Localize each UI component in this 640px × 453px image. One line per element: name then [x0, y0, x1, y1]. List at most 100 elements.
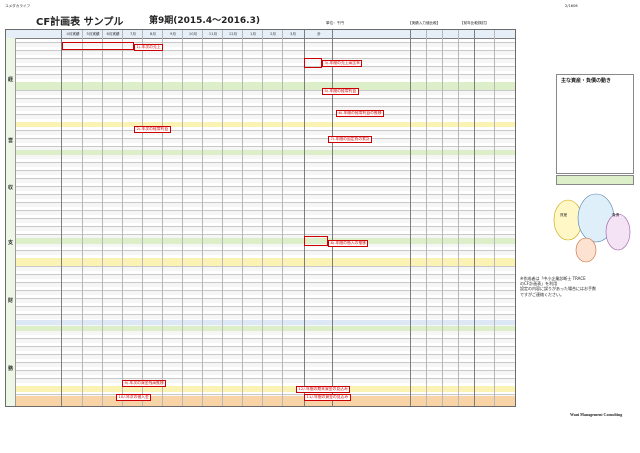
company-label: ユメダカライフ: [5, 4, 31, 8]
fiscal-period: 第9期(2015.4～2016.3): [149, 16, 260, 26]
table-row: [6, 314, 515, 319]
table-row: [6, 354, 515, 359]
section-label: 営: [6, 120, 16, 160]
table-row: [6, 210, 515, 215]
subtotal-band: [6, 82, 515, 90]
panel-title: 主な資産・負債の動き: [561, 78, 612, 84]
note-line: 設定の内容に誤りがあった場合にはお手数: [520, 286, 596, 292]
callout-note: 5/-年間の経常利益: [322, 88, 359, 95]
month-header-7: 10月: [188, 32, 198, 36]
table-row: [6, 66, 515, 71]
table-row: [6, 178, 515, 183]
table-row: [6, 50, 515, 55]
table-row: [6, 362, 515, 367]
notes-block: ※作成者は「中小企業診断士 TRACE のCF計画表」を利用 設定の内容に誤りが…: [520, 276, 596, 297]
table-row: [6, 194, 515, 199]
table-row: [6, 290, 515, 295]
table-row: [6, 162, 515, 167]
month-header-10: 1月: [250, 32, 256, 36]
table-row: [6, 346, 515, 351]
section-label: 務: [6, 330, 16, 406]
table-row: [6, 298, 515, 303]
section-label: 支: [6, 215, 16, 270]
subtotal-band: [6, 238, 515, 244]
month-header-9: 12月: [228, 32, 238, 36]
month-header-6: 9月: [170, 32, 176, 36]
table-row: [6, 306, 515, 311]
asset-liability-panel: 主な資産・負債の動き: [556, 74, 634, 174]
callout-note: 10/-年次の借入金: [116, 394, 152, 401]
note-line: ※作成者は「中小企業診断士 TRACE: [520, 276, 586, 281]
month-header-4: 7月: [130, 32, 136, 36]
section-label: 財: [6, 270, 16, 330]
callout-note: 3/-年間の売上高比率: [322, 60, 363, 67]
month-header-1: 4月実績: [66, 32, 80, 36]
actual-plan-block-label: 【実績入力値比較】: [408, 21, 441, 25]
table-row: [6, 218, 515, 223]
month-header-12: 3月: [290, 32, 296, 36]
month-header-5: 8月: [150, 32, 156, 36]
table-row: [6, 74, 515, 79]
table-row: [6, 370, 515, 375]
callout-note: 12/-年間の期末資金の見込み: [296, 386, 351, 393]
highlight-frame: [304, 58, 322, 68]
month-header-2: 5月実績: [86, 32, 100, 36]
table-row: [6, 42, 515, 47]
chart-legend-liability: 負債: [612, 213, 620, 217]
equity-ellipse: [605, 213, 631, 251]
table-row: [6, 274, 515, 279]
subtotal-band: [6, 320, 515, 325]
ending-balance-band: [6, 396, 515, 406]
subtotal-band: [6, 150, 515, 155]
highlight-band: [6, 122, 515, 127]
panel-summary-bar: [556, 175, 634, 185]
table-row: [6, 130, 515, 135]
table-row: [6, 146, 515, 151]
table-row: [6, 226, 515, 231]
highlight-band: [6, 258, 515, 266]
table-row: [6, 138, 515, 143]
highlight-frame: [304, 236, 328, 246]
table-row: [6, 114, 515, 119]
cashflow-table: 4月実績 5月実績 6月実績 7月 8月 9月 10月 11月 12月 1月 2…: [5, 29, 516, 407]
callout-note: 6/-年間の経常利益の推移: [336, 110, 385, 117]
section-label: 経: [6, 38, 16, 120]
table-row: [6, 98, 515, 103]
table-row: [6, 250, 515, 255]
table-row: [6, 170, 515, 175]
callout-note: 11/-年間の資金の見込み: [304, 394, 351, 401]
table-row: [6, 202, 515, 207]
table-row: [6, 90, 515, 95]
document-code: 2/1606: [565, 4, 578, 8]
table-row: [6, 186, 515, 191]
callout-note: 8/-年間の借入の推移: [328, 240, 369, 247]
asset-liability-chart: [553, 193, 631, 263]
highlight-frame: [62, 42, 134, 50]
other-ellipse: [575, 237, 597, 263]
table-row: [6, 378, 515, 383]
month-header-total: 計: [317, 32, 321, 36]
prev-year-block-label: 【前年比較検討】: [460, 21, 489, 25]
callout-note: 2/-年次の経常利益: [134, 126, 171, 133]
note-line: ですがご連絡ください。: [520, 291, 564, 297]
column-header-row: [6, 30, 515, 39]
chart-legend-asset: 資産: [560, 213, 568, 217]
note-line: のCF計画表」を利用: [520, 281, 558, 287]
sheet-title: CF計画表 サンプル: [36, 17, 124, 28]
table-row: [6, 266, 515, 271]
table-row: [6, 282, 515, 287]
month-header-8: 11月: [208, 32, 218, 36]
callout-note: 1/-年次の売上: [134, 44, 164, 51]
section-label: 収: [6, 160, 16, 215]
table-row: [6, 106, 515, 111]
table-row: [6, 234, 515, 239]
table-row: [6, 58, 515, 63]
month-header-3: 6月実績: [106, 32, 120, 36]
unit-label: 単位：千円: [326, 21, 344, 25]
highlight-band: [6, 386, 515, 392]
footer-credit: Wani Management Consulting: [570, 412, 623, 417]
month-header-11: 2月: [270, 32, 276, 36]
subtotal-band: [6, 326, 515, 331]
callout-note: 9/-年次の資金残高推移: [122, 380, 167, 387]
table-row: [6, 338, 515, 343]
